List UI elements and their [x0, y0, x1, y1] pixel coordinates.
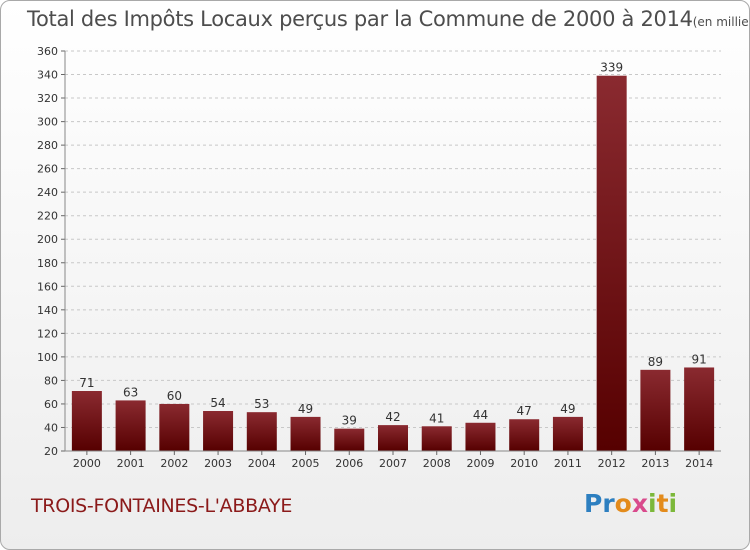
- data-label-2013: 89: [648, 355, 663, 369]
- x-tick-label-2003: 2003: [204, 457, 232, 470]
- y-tick-label: 360: [37, 45, 58, 58]
- x-tick-label-2013: 2013: [641, 457, 669, 470]
- y-tick-label: 340: [37, 69, 58, 82]
- data-label-2000: 71: [79, 376, 94, 390]
- x-tick-label-2011: 2011: [554, 457, 582, 470]
- commune-name: TROIS-FONTAINES-L'ABBAYE: [31, 495, 293, 517]
- data-label-2004: 53: [254, 397, 269, 411]
- data-label-2001: 63: [123, 385, 138, 399]
- y-tick-label: 300: [37, 116, 58, 129]
- y-tick-label: 140: [37, 304, 58, 317]
- title-text: Total des Impôts Locaux perçus par la Co…: [27, 7, 693, 31]
- y-tick-label: 240: [37, 186, 58, 199]
- data-label-2002: 60: [167, 389, 182, 403]
- title-unit: (en milliers d'€): [692, 15, 749, 29]
- y-tick-label: 120: [37, 327, 58, 340]
- y-tick-label: 320: [37, 92, 58, 105]
- x-tick-label-2010: 2010: [510, 457, 538, 470]
- x-tick-label-2005: 2005: [292, 457, 320, 470]
- y-tick-label: 160: [37, 280, 58, 293]
- y-tick-label: 180: [37, 257, 58, 270]
- bar-2013: [640, 369, 671, 451]
- bar-2009: [465, 422, 496, 451]
- x-tick-label-2007: 2007: [379, 457, 407, 470]
- y-axis-ticks: 20 40 60 80 100 120 140 160 180 200 220 240 260 280 30…: [37, 45, 66, 458]
- x-tick-label-2009: 2009: [466, 457, 494, 470]
- y-tick-label: 200: [37, 233, 58, 246]
- x-tick-label-2002: 2002: [160, 457, 188, 470]
- x-tick-label-2006: 2006: [335, 457, 363, 470]
- bar-2002: [159, 403, 190, 451]
- data-label-2006: 39: [342, 414, 357, 428]
- bar-2005: [290, 416, 321, 451]
- x-axis-ticks: 2000 2001 2002 2003 2004 2005 2006 2007 2008 2009…: [65, 450, 721, 470]
- y-tick-label: 40: [44, 421, 58, 434]
- y-tick-label: 20: [44, 445, 58, 458]
- data-label-2011: 49: [560, 402, 575, 416]
- x-tick-label-2000: 2000: [73, 457, 101, 470]
- data-label-2003: 54: [210, 396, 225, 410]
- bar-2012: [596, 75, 627, 452]
- bar-2006: [334, 428, 365, 451]
- y-tick-label: 280: [37, 139, 58, 152]
- data-label-2007: 42: [385, 410, 400, 424]
- bar-2001: [115, 400, 146, 451]
- chart-title: Total des Impôts Locaux perçus par la Co…: [27, 7, 749, 31]
- bar-2003: [203, 411, 234, 451]
- bar-2011: [552, 416, 583, 451]
- bar-2000: [71, 391, 102, 451]
- data-label-2014: 91: [691, 352, 706, 366]
- y-tick-label: 220: [37, 210, 58, 223]
- x-tick-label-2004: 2004: [248, 457, 276, 470]
- bar-2010: [509, 419, 540, 451]
- x-tick-label-2012: 2012: [598, 457, 626, 470]
- bar-2008: [421, 426, 452, 451]
- y-tick-label: 260: [37, 163, 58, 176]
- y-tick-label: 60: [44, 398, 58, 411]
- x-tick-label-2008: 2008: [423, 457, 451, 470]
- bar-2014: [684, 367, 715, 451]
- y-tick-label: 80: [44, 374, 58, 387]
- data-label-2005: 49: [298, 402, 313, 416]
- bar-2004: [246, 412, 277, 451]
- bars: [71, 75, 715, 452]
- proxiti-logo: Proxiti: [584, 489, 678, 518]
- data-label-2010: 47: [517, 404, 532, 418]
- data-label-2008: 41: [429, 411, 444, 425]
- data-label-2012: 339: [600, 61, 623, 75]
- data-labels: 71 63 60 54 53 49 39 42 41 44 47 49 339 89 91: [79, 61, 707, 428]
- y-tick-label: 100: [37, 351, 58, 364]
- bar-2007: [378, 425, 408, 451]
- x-tick-label-2001: 2001: [117, 457, 145, 470]
- x-tick-label-2014: 2014: [685, 457, 713, 470]
- data-label-2009: 44: [473, 408, 488, 422]
